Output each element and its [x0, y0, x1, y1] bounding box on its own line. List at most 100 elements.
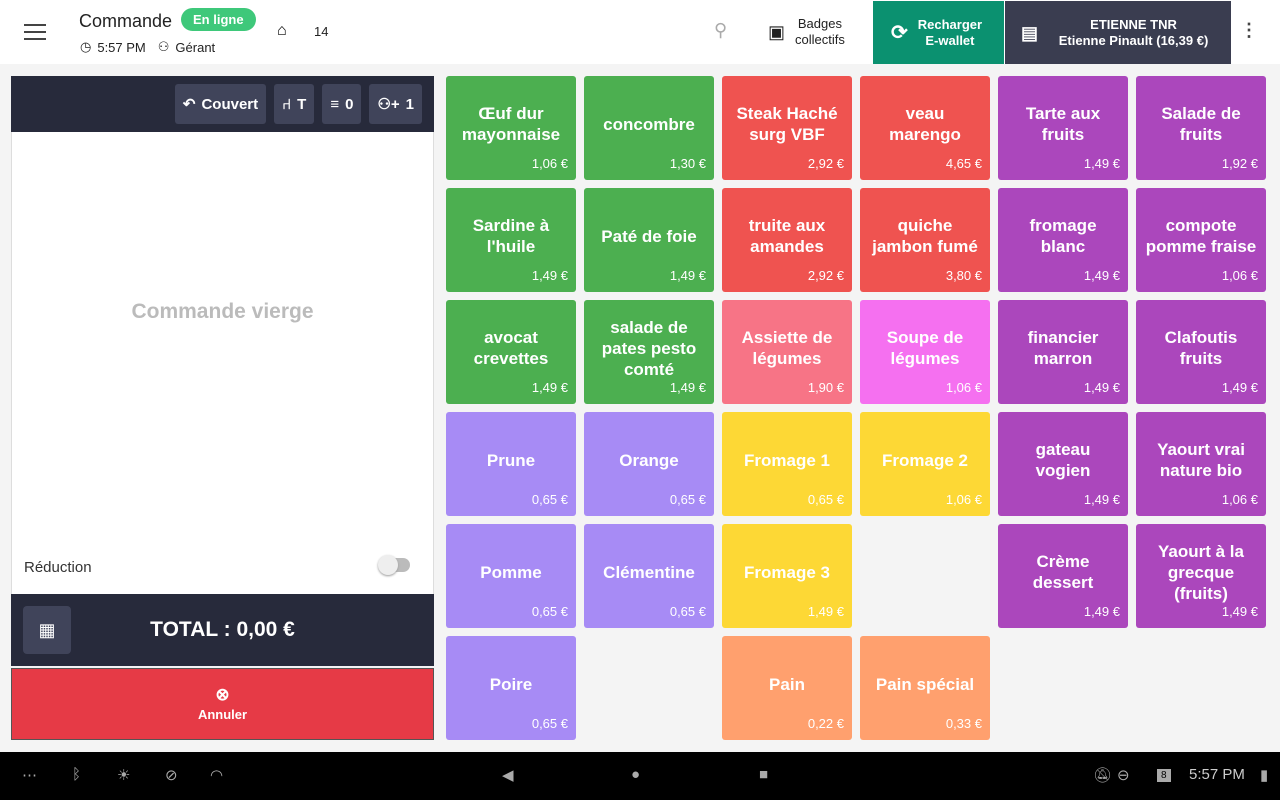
page-title: Commande — [79, 11, 173, 31]
role: Gérant — [175, 39, 216, 55]
reduction-toggle[interactable] — [378, 555, 410, 575]
product-price: 1,92 € — [1221, 156, 1258, 171]
product-name: Soupe de légumes — [886, 328, 964, 368]
time: 5:57 PM — [97, 39, 146, 55]
product-name: Pain — [769, 674, 805, 694]
product-tile[interactable]: veau marengo 4,65 € — [860, 76, 990, 180]
product-name: Tarte aux fruits — [1025, 104, 1101, 144]
guests-button[interactable]: ⚇+ 1 — [369, 84, 422, 124]
client-balance: Etienne Pinault (16,39 €) — [1058, 32, 1209, 48]
product-name: Fromage 2 — [882, 450, 968, 470]
product-tile[interactable]: Pain spécial 0,33 € — [860, 636, 990, 740]
subheader: ◷ 5:57 PM ⚇ Gérant — [80, 39, 215, 55]
product-tile[interactable]: truite aux amandes 2,92 € — [722, 188, 852, 292]
product-name: Fromage 3 — [744, 562, 830, 582]
product-name: gateau vogien — [1035, 440, 1091, 480]
couvert-button[interactable]: ↶ Couvert — [174, 84, 267, 124]
product-name: Yaourt à la grecque (fruits) — [1158, 541, 1244, 603]
badges-collectifs-button[interactable]: ▣ Badges collectifs — [758, 0, 870, 64]
user-icon: ⚇ — [157, 39, 170, 54]
client-button[interactable]: ▤ ETIENNE TNR Etienne Pinault (16,39 €) — [1005, 1, 1231, 64]
product-price: 1,49 € — [1221, 604, 1258, 619]
product-price: 0,65 € — [807, 492, 844, 507]
product-tile[interactable]: financier marron 1,49 € — [998, 300, 1128, 404]
product-price: 1,06 € — [1221, 492, 1258, 507]
product-tile[interactable]: Clafoutis fruits 1,49 € — [1136, 300, 1266, 404]
product-tile[interactable]: Tarte aux fruits 1,49 € — [998, 76, 1128, 180]
product-price: 0,65 € — [531, 604, 568, 619]
product-tile[interactable]: Sardine à l'huile 1,49 € — [446, 188, 576, 292]
badge-card-icon: ▣ — [768, 22, 786, 42]
notification-count: 8 — [1157, 769, 1171, 782]
product-tile[interactable]: concombre 1,30 € — [584, 76, 714, 180]
product-tile[interactable]: Œuf dur mayonnaise 1,06 € — [446, 76, 576, 180]
product-tile[interactable]: Fromage 3 1,49 € — [722, 524, 852, 628]
product-tile[interactable]: Orange 0,65 € — [584, 412, 714, 516]
product-tile[interactable]: quiche jambon fumé 3,80 € — [860, 188, 990, 292]
product-price: 1,06 € — [1221, 268, 1258, 283]
product-tile[interactable]: Assiette de légumes 1,90 € — [722, 300, 852, 404]
table-icon[interactable]: ⌂ — [277, 22, 287, 39]
product-tile[interactable]: salade de pates pesto comté 1,49 € — [584, 300, 714, 404]
bluetooth-icon[interactable]: ᛒ — [72, 766, 82, 783]
product-tile[interactable]: Soupe de légumes 1,06 € — [860, 300, 990, 404]
menu-icon[interactable] — [24, 24, 46, 40]
lines-icon: ≡ — [330, 95, 340, 113]
product-name: Assiette de légumes — [741, 328, 833, 368]
product-price: 1,49 € — [669, 268, 706, 283]
product-tile[interactable]: Yaourt à la grecque (fruits) 1,49 € — [1136, 524, 1266, 628]
product-name: Œuf dur mayonnaise — [461, 104, 561, 144]
product-tile[interactable]: Pain 0,22 € — [722, 636, 852, 740]
recharge-ewallet-button[interactable]: ⟳ Recharger E-wallet — [873, 1, 1004, 64]
couvert-label: Couvert — [201, 95, 259, 113]
product-price: 1,49 € — [1083, 604, 1120, 619]
rotation-off-icon[interactable]: ⊘ — [165, 767, 178, 784]
product-name: Clémentine — [603, 562, 695, 582]
lines-button[interactable]: ≡ 0 — [322, 84, 362, 124]
product-tile[interactable]: Clémentine 0,65 € — [584, 524, 714, 628]
product-tile[interactable]: avocat crevettes 1,49 € — [446, 300, 576, 404]
wifi-icon[interactable]: ◠ — [210, 767, 224, 784]
product-name: salade de pates pesto comté — [601, 317, 697, 379]
product-tile[interactable]: Prune 0,65 € — [446, 412, 576, 516]
product-tile[interactable]: fromage blanc 1,49 € — [998, 188, 1128, 292]
search-icon[interactable]: ⚲ — [714, 20, 728, 40]
home-icon[interactable]: ● — [631, 766, 641, 783]
product-tile[interactable]: Steak Haché surg VBF 2,92 € — [722, 76, 852, 180]
cancel-button[interactable]: ⊗ Annuler — [11, 668, 434, 740]
product-price: 1,90 € — [807, 380, 844, 395]
product-name: Prune — [486, 450, 536, 470]
product-tile[interactable]: Pomme 0,65 € — [446, 524, 576, 628]
top-bar: Commande En ligne ◷ 5:57 PM ⚇ Gérant ⌂ 14 … — [0, 0, 1280, 64]
cancel-label: Annuler — [197, 707, 248, 722]
brightness-icon[interactable]: ☀ — [117, 767, 131, 784]
product-price: 3,80 € — [945, 268, 982, 283]
product-tile[interactable]: gateau vogien 1,49 € — [998, 412, 1128, 516]
product-name: Pomme — [480, 562, 542, 582]
grid-icon[interactable]: ▦ — [23, 606, 71, 654]
back-icon[interactable]: ◀ — [502, 767, 514, 784]
product-price: 1,06 € — [945, 380, 982, 395]
product-name: Paté de foie — [601, 226, 697, 246]
empty-cell — [584, 636, 714, 740]
product-price: 1,49 € — [1083, 268, 1120, 283]
more-vert-icon[interactable]: ⋮ — [1240, 20, 1258, 40]
product-tile[interactable]: Fromage 2 1,06 € — [860, 412, 990, 516]
recents-icon[interactable]: ■ — [759, 766, 769, 783]
product-price: 1,49 € — [531, 268, 568, 283]
more-icon[interactable]: ⋯ — [22, 767, 37, 784]
product-tile[interactable]: Poire 0,65 € — [446, 636, 576, 740]
product-tile[interactable]: compote pomme fraise 1,06 € — [1136, 188, 1266, 292]
product-tile[interactable]: Salade de fruits 1,92 € — [1136, 76, 1266, 180]
product-tile[interactable]: Fromage 1 0,65 € — [722, 412, 852, 516]
table-button[interactable]: ⑁ T — [274, 84, 315, 124]
product-name: Orange — [619, 450, 679, 470]
product-tile[interactable]: Paté de foie 1,49 € — [584, 188, 714, 292]
product-name: Fromage 1 — [744, 450, 830, 470]
product-tile[interactable]: Crème dessert 1,49 € — [998, 524, 1128, 628]
product-name: Pain spécial — [875, 674, 975, 694]
dnd-icon: ⊖ — [1117, 767, 1130, 784]
guests-count: 1 — [405, 95, 414, 113]
product-price: 2,92 € — [807, 156, 844, 171]
product-tile[interactable]: Yaourt vrai nature bio 1,06 € — [1136, 412, 1266, 516]
